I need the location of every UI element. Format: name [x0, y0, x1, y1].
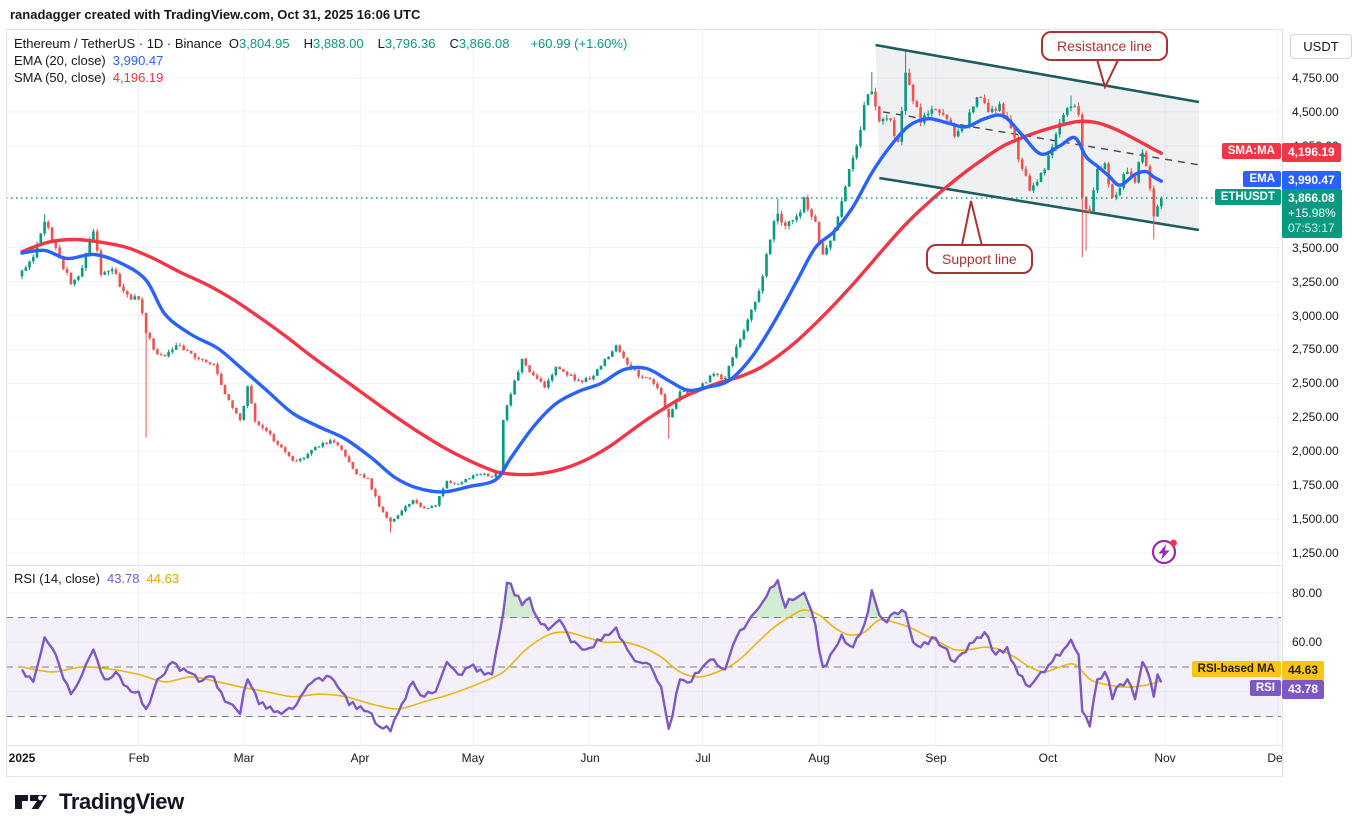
ohlc-item: O3,804.95 — [228, 36, 290, 51]
rsi-tick-label: 80.00 — [1292, 586, 1323, 600]
price-tick-label: 4,750.00 — [1292, 71, 1339, 85]
ohlc-item: C3,866.08 — [449, 36, 510, 51]
time-axis-label-Sep: Sep — [925, 751, 947, 765]
ema-floating-label: EMA — [1243, 171, 1281, 188]
ema-legend-row[interactable]: EMA (20, close) 3,990.47 — [14, 53, 170, 68]
price-tick-label: 3,500.00 — [1292, 241, 1339, 255]
rsi-legend-row[interactable]: RSI (14, close) 43.78 44.63 — [14, 571, 186, 586]
ohlc-item: L3,796.36 — [377, 36, 436, 51]
resistance-line-callout[interactable]: Resistance line — [1041, 31, 1168, 61]
price-tick-label: 2,750.00 — [1292, 342, 1339, 356]
time-axis-label-2025: 2025 — [8, 751, 36, 765]
price-tick-label: 1,500.00 — [1292, 512, 1339, 526]
price-tick-label: 2,000.00 — [1292, 444, 1339, 458]
time-axis-label-Mar: Mar — [233, 751, 255, 765]
sma-legend-value: 4,196.19 — [112, 70, 164, 85]
rsi-legend-label: RSI (14, close) — [14, 571, 100, 586]
rsi-legend-value: 43.78 — [106, 571, 140, 586]
price-tick-label: 4,500.00 — [1292, 105, 1339, 119]
change-value: +60.99 (+1.60%) — [530, 36, 628, 51]
price-tick-label: 1,250.00 — [1292, 546, 1339, 560]
symbol-title: Ethereum / TetherUS · 1D · Binance — [14, 36, 222, 51]
lightning-icon — [1151, 539, 1177, 565]
price-tick-label: 1,750.00 — [1292, 478, 1339, 492]
symbol-floating-label: ETHUSDT — [1214, 188, 1281, 205]
ema-legend-value: 3,990.47 — [112, 53, 164, 68]
sma-legend-label: SMA (50, close) — [14, 70, 106, 85]
price-tick-label: 3,000.00 — [1292, 309, 1339, 323]
symbol-legend-row[interactable]: Ethereum / TetherUS · 1D · Binance O3,804… — [14, 36, 634, 51]
tradingview-logo[interactable]: TradingView — [13, 789, 184, 815]
price-tick-label: 2,500.00 — [1292, 376, 1339, 390]
ema-legend-label: EMA (20, close) — [14, 53, 106, 68]
rsi-ma-value-badge: 44.63 — [1282, 661, 1325, 681]
time-axis-label-Feb: Feb — [128, 751, 150, 765]
ohlc-values: O3,804.95 H3,888.00 L3,796.36 C3,866.08 — [229, 36, 524, 51]
tradingview-mark-icon — [15, 795, 47, 809]
time-axis-label-Jul: Jul — [695, 751, 711, 765]
time-axis-label-Jun: Jun — [580, 751, 600, 765]
flash-ideas-button[interactable] — [1148, 534, 1182, 568]
time-axis-label-Nov: Nov — [1154, 751, 1176, 765]
rsi-ma-floating-label: RSI-based MA — [1191, 661, 1281, 678]
time-axis-label-Aug: Aug — [808, 751, 830, 765]
support-line-callout[interactable]: Support line — [926, 244, 1033, 274]
rsi-value-badge: 43.78 — [1282, 680, 1325, 700]
last-price-value: 3,866.08 — [1288, 190, 1335, 205]
rsi-floating-label: RSI — [1249, 680, 1281, 697]
price-tick-label: 2,250.00 — [1292, 410, 1339, 424]
rsi-ma-legend-value: 44.63 — [146, 571, 180, 586]
last-price-change-pct: +15.98% — [1288, 205, 1336, 220]
time-axis-label-May: May — [461, 751, 485, 765]
currency-unit-button[interactable]: USDT — [1290, 34, 1352, 59]
sma-floating-label: SMA:MA — [1221, 143, 1281, 160]
ohlc-item: H3,888.00 — [303, 36, 364, 51]
sma-price-badge: 4,196.19 — [1282, 143, 1341, 163]
sma-legend-row[interactable]: SMA (50, close) 4,196.19 — [14, 70, 170, 85]
ema-price-badge: 3,990.47 — [1282, 171, 1341, 191]
time-axis-label-Apr: Apr — [350, 751, 370, 765]
bar-countdown: 07:53:17 — [1288, 220, 1335, 235]
time-axis-label-Oct: Oct — [1038, 751, 1058, 765]
tradingview-wordmark: TradingView — [59, 789, 184, 814]
credit-text: ranadagger created with TradingView.com,… — [10, 7, 421, 22]
last-price-badge: 3,866.08 +15.98% 07:53:17 — [1282, 188, 1342, 238]
price-tick-label: 3,250.00 — [1292, 275, 1339, 289]
rsi-tick-label: 60.00 — [1292, 635, 1323, 649]
